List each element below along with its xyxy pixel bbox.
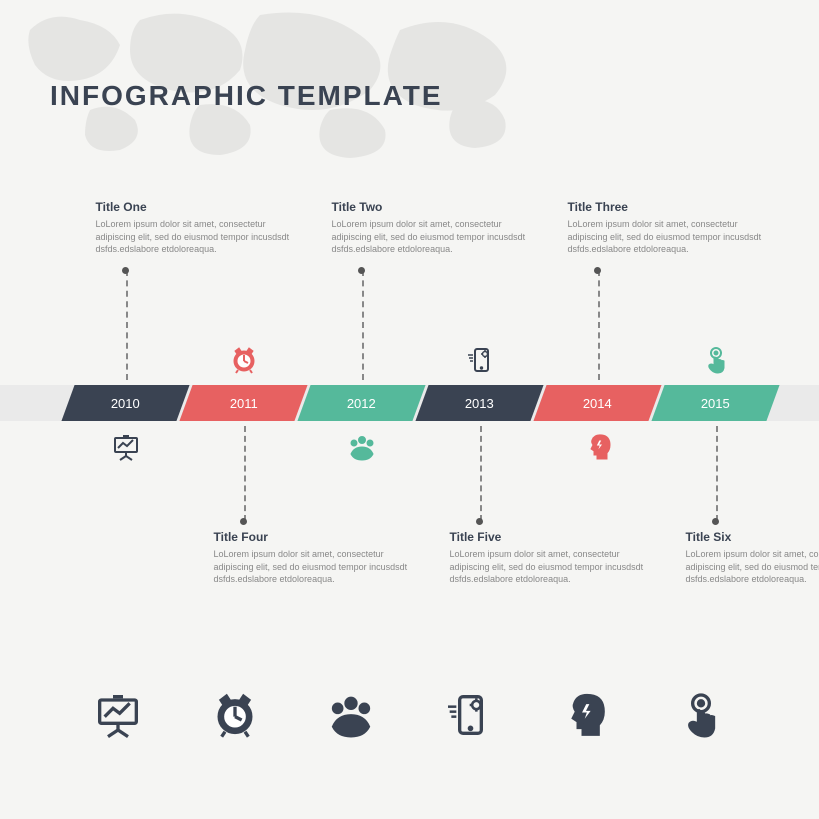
connector: [480, 426, 482, 521]
block-body: LoLorem ipsum dolor sit amet, consectetu…: [686, 548, 819, 586]
touch-hand-icon: [701, 345, 731, 375]
year-label: 2012: [347, 396, 376, 411]
year-label: 2011: [230, 396, 258, 411]
connector: [598, 270, 600, 380]
text-block-3: Title Two LoLorem ipsum dolor sit amet, c…: [332, 200, 532, 256]
text-block-6: Title Six LoLorem ipsum dolor sit amet, c…: [686, 530, 819, 586]
block-title: Title Two: [332, 200, 532, 214]
text-block-5: Title Three LoLorem ipsum dolor sit amet,…: [568, 200, 768, 256]
block-body: LoLorem ipsum dolor sit amet, consectetu…: [214, 548, 414, 586]
timeline: 2010 2011 2012 2013 2014 2015 Title One LoLore…: [0, 200, 819, 620]
icon-legend-row: [0, 690, 819, 745]
connector-dot: [712, 518, 719, 525]
block-body: LoLorem ipsum dolor sit amet, consectetu…: [96, 218, 296, 256]
text-block-1: Title One LoLorem ipsum dolor sit amet, c…: [96, 200, 296, 256]
chart-board-icon: [111, 432, 141, 462]
connector-dot: [240, 518, 247, 525]
team-group-icon: [347, 432, 377, 462]
connector-dot: [476, 518, 483, 525]
year-label: 2010: [111, 396, 140, 411]
year-segment-2013: 2013: [415, 385, 543, 421]
alarm-clock-icon: [229, 345, 259, 375]
block-title: Title Six: [686, 530, 819, 544]
alarm-clock-icon: [210, 690, 260, 745]
block-body: LoLorem ipsum dolor sit amet, consectetu…: [450, 548, 650, 586]
phone-gear-icon: [465, 345, 495, 375]
year-segment-2011: 2011: [179, 385, 307, 421]
block-title: Title Four: [214, 530, 414, 544]
text-block-2: Title Four LoLorem ipsum dolor sit amet, …: [214, 530, 414, 586]
chart-board-icon: [93, 690, 143, 745]
block-title: Title Five: [450, 530, 650, 544]
block-title: Title One: [96, 200, 296, 214]
block-body: LoLorem ipsum dolor sit amet, consectetu…: [568, 218, 768, 256]
connector: [362, 270, 364, 380]
team-group-icon: [326, 690, 376, 745]
head-bolt-icon: [583, 432, 613, 462]
connector-dot: [358, 267, 365, 274]
year-segment-2015: 2015: [651, 385, 779, 421]
year-label: 2015: [701, 396, 730, 411]
year-segment-2010: 2010: [61, 385, 189, 421]
block-title: Title Three: [568, 200, 768, 214]
head-bolt-icon: [559, 690, 609, 745]
year-segments: 2010 2011 2012 2013 2014 2015: [68, 385, 776, 421]
page-title: INFOGRAPHIC TEMPLATE: [50, 80, 443, 112]
touch-hand-icon: [676, 690, 726, 745]
connector-dot: [122, 267, 129, 274]
year-label: 2014: [583, 396, 612, 411]
phone-gear-icon: [443, 690, 493, 745]
connector: [716, 426, 718, 521]
year-label: 2013: [465, 396, 494, 411]
text-block-4: Title Five LoLorem ipsum dolor sit amet, …: [450, 530, 650, 586]
year-segment-2014: 2014: [533, 385, 661, 421]
block-body: LoLorem ipsum dolor sit amet, consectetu…: [332, 218, 532, 256]
year-segment-2012: 2012: [297, 385, 425, 421]
connector-dot: [594, 267, 601, 274]
connector: [244, 426, 246, 521]
connector: [126, 270, 128, 380]
